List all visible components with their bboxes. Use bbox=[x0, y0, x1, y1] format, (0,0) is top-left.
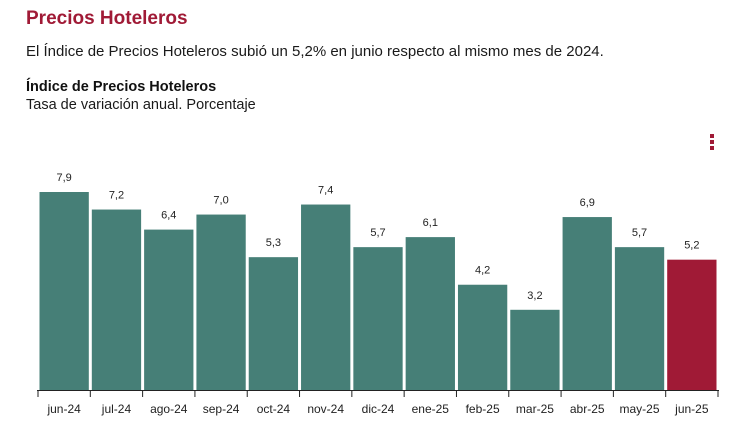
chart-subtitle: Tasa de variación anual. Porcentaje bbox=[26, 97, 256, 113]
x-tick-label-jul-24: jul-24 bbox=[101, 402, 132, 416]
bar-dic-24[interactable] bbox=[353, 247, 403, 390]
bar-jun-25[interactable] bbox=[667, 259, 717, 390]
x-tick-label-jun-25: jun-25 bbox=[674, 402, 709, 416]
bar-jun-24[interactable] bbox=[39, 192, 89, 390]
value-label-nov-24: 7,4 bbox=[318, 185, 333, 197]
vertical-dots-icon bbox=[710, 134, 714, 138]
x-tick-label-nov-24: nov-24 bbox=[307, 402, 344, 416]
value-label-ago-24: 6,4 bbox=[161, 210, 176, 222]
value-label-jun-25: 5,2 bbox=[684, 240, 699, 252]
x-tick-label-oct-24: oct-24 bbox=[257, 402, 291, 416]
vertical-dots-icon bbox=[710, 140, 714, 144]
value-label-jun-24: 7,9 bbox=[57, 172, 72, 184]
bar-oct-24[interactable] bbox=[248, 257, 299, 390]
value-label-feb-25: 4,2 bbox=[475, 265, 490, 277]
value-label-jul-24: 7,2 bbox=[109, 190, 124, 202]
page-title: Precios Hoteleros bbox=[26, 8, 188, 29]
bar-nov-24[interactable] bbox=[301, 204, 351, 390]
bar-jul-24[interactable] bbox=[91, 209, 142, 390]
bar-ago-24[interactable] bbox=[144, 229, 194, 390]
x-tick-label-dic-24: dic-24 bbox=[362, 402, 395, 416]
value-label-ene-25: 6,1 bbox=[423, 217, 438, 229]
bar-mar-25[interactable] bbox=[510, 309, 560, 390]
bar-ene-25[interactable] bbox=[405, 237, 455, 390]
value-label-sep-24: 7,0 bbox=[213, 195, 228, 207]
value-label-mar-25: 3,2 bbox=[527, 290, 542, 302]
bar-abr-25[interactable] bbox=[562, 217, 612, 390]
x-tick-label-may-25: may-25 bbox=[620, 402, 660, 416]
value-label-dic-24: 5,7 bbox=[370, 227, 385, 239]
x-tick-label-feb-25: feb-25 bbox=[466, 402, 500, 416]
value-label-oct-24: 5,3 bbox=[266, 237, 281, 249]
x-tick-label-ago-24: ago-24 bbox=[150, 402, 188, 416]
bar-sep-24[interactable] bbox=[196, 214, 246, 390]
summary-text: El Índice de Precios Hoteleros subió un … bbox=[26, 43, 604, 60]
chart-menu-button[interactable] bbox=[706, 134, 718, 152]
bar-may-25[interactable] bbox=[614, 247, 665, 390]
x-tick-label-ene-25: ene-25 bbox=[412, 402, 450, 416]
x-tick-label-jun-24: jun-24 bbox=[46, 402, 81, 416]
value-label-may-25: 5,7 bbox=[632, 227, 647, 239]
value-label-abr-25: 6,9 bbox=[580, 197, 595, 209]
x-tick-label-mar-25: mar-25 bbox=[516, 402, 554, 416]
x-tick-label-abr-25: abr-25 bbox=[570, 402, 605, 416]
bar-feb-25[interactable] bbox=[457, 284, 508, 390]
chart-title: Índice de Precios Hoteleros bbox=[26, 79, 217, 95]
vertical-dots-icon bbox=[710, 146, 714, 150]
x-tick-label-sep-24: sep-24 bbox=[203, 402, 240, 416]
